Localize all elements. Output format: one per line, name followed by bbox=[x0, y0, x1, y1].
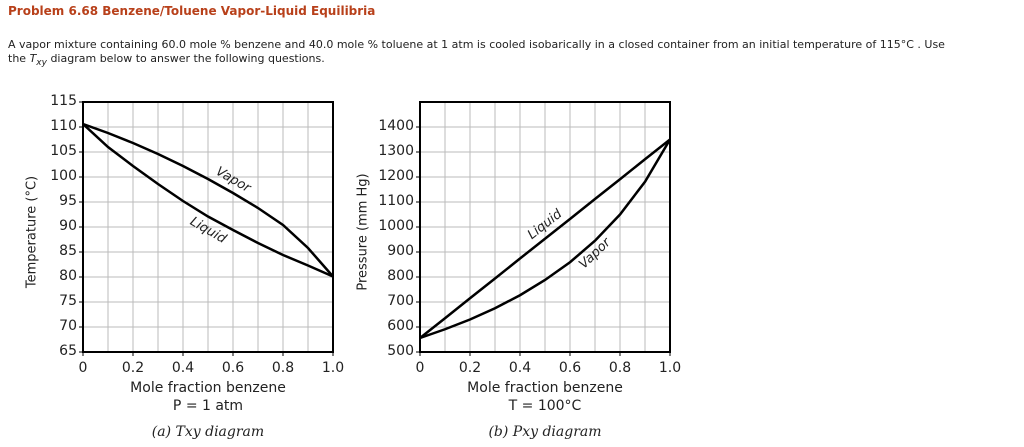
y-tick-label: 70 bbox=[59, 318, 77, 334]
y-tick-label: 95 bbox=[59, 193, 77, 209]
intro-text: diagram below to answer the following qu… bbox=[50, 52, 325, 65]
plot-frame bbox=[419, 101, 671, 353]
y-tick-label: 1200 bbox=[378, 168, 414, 184]
y-tick-label: 110 bbox=[50, 118, 77, 134]
x-tick-label: 0.4 bbox=[172, 360, 194, 376]
variable: T bbox=[29, 52, 37, 65]
data-line bbox=[419, 138, 671, 339]
y-tick-label: 90 bbox=[59, 218, 77, 234]
x-tick-label: 0 bbox=[79, 360, 88, 376]
x-tick-label: 0.8 bbox=[272, 360, 294, 376]
y-tick-label: 800 bbox=[387, 268, 414, 284]
data-line bbox=[82, 123, 334, 278]
x-tick-label: 1.0 bbox=[659, 360, 681, 376]
y-tick-label: 1000 bbox=[378, 218, 414, 234]
x-tick-label: 0.2 bbox=[122, 360, 144, 376]
plot-frame bbox=[82, 101, 334, 353]
y-tick-label: 115 bbox=[50, 93, 77, 109]
y-tick-label: 105 bbox=[50, 143, 77, 159]
data-line bbox=[419, 138, 672, 340]
chart-subtitle: T = 100°C bbox=[508, 398, 582, 414]
x-tick-label: 1.0 bbox=[322, 360, 344, 376]
y-tick-label: 100 bbox=[50, 168, 77, 184]
y-tick-label: 500 bbox=[387, 343, 414, 359]
y-tick-label: 700 bbox=[387, 293, 414, 309]
y-tick-label: 65 bbox=[59, 343, 77, 359]
y-tick-label: 85 bbox=[59, 243, 77, 259]
y-tick-label: 80 bbox=[59, 268, 77, 284]
chart-subtitle: P = 1 atm bbox=[173, 398, 243, 414]
intro-text: the bbox=[8, 52, 27, 65]
curve-label: Vapor bbox=[213, 164, 254, 197]
intro-text: A vapor mixture containing 60.0 mole % b… bbox=[8, 38, 945, 51]
y-tick-label: 1100 bbox=[378, 193, 414, 209]
y-tick-label: 75 bbox=[59, 293, 77, 309]
y-tick-label: 1400 bbox=[378, 118, 414, 134]
intro-text: the Txy diagram below to answer the foll… bbox=[8, 52, 1018, 70]
variable-subscript: xy bbox=[36, 58, 47, 69]
x-tick-label: 0.2 bbox=[459, 360, 481, 376]
y-tick-label: 900 bbox=[387, 243, 414, 259]
x-tick-label: 0.4 bbox=[509, 360, 531, 376]
y-tick-label: 600 bbox=[387, 318, 414, 334]
x-tick-label: 0.6 bbox=[559, 360, 581, 376]
y-tick-label: 1300 bbox=[378, 143, 414, 159]
y-axis-title: Pressure (mm Hg) bbox=[356, 173, 371, 290]
x-tick-label: 0 bbox=[416, 360, 425, 376]
x-axis-title: Mole fraction benzene bbox=[130, 380, 286, 396]
header: Problem 6.68 Benzene/Toluene Vapor-Liqui… bbox=[8, 2, 1018, 70]
problem-title: Problem 6.68 Benzene/Toluene Vapor-Liqui… bbox=[8, 4, 376, 18]
x-tick-label: 0.8 bbox=[609, 360, 631, 376]
chart-caption: (a) Txy diagram bbox=[152, 424, 264, 440]
y-axis-title: Temperature (°C) bbox=[25, 176, 40, 289]
chart-caption: (b) Pxy diagram bbox=[488, 424, 601, 440]
x-tick-label: 0.6 bbox=[222, 360, 244, 376]
x-axis-title: Mole fraction benzene bbox=[467, 380, 623, 396]
data-line bbox=[82, 122, 334, 278]
